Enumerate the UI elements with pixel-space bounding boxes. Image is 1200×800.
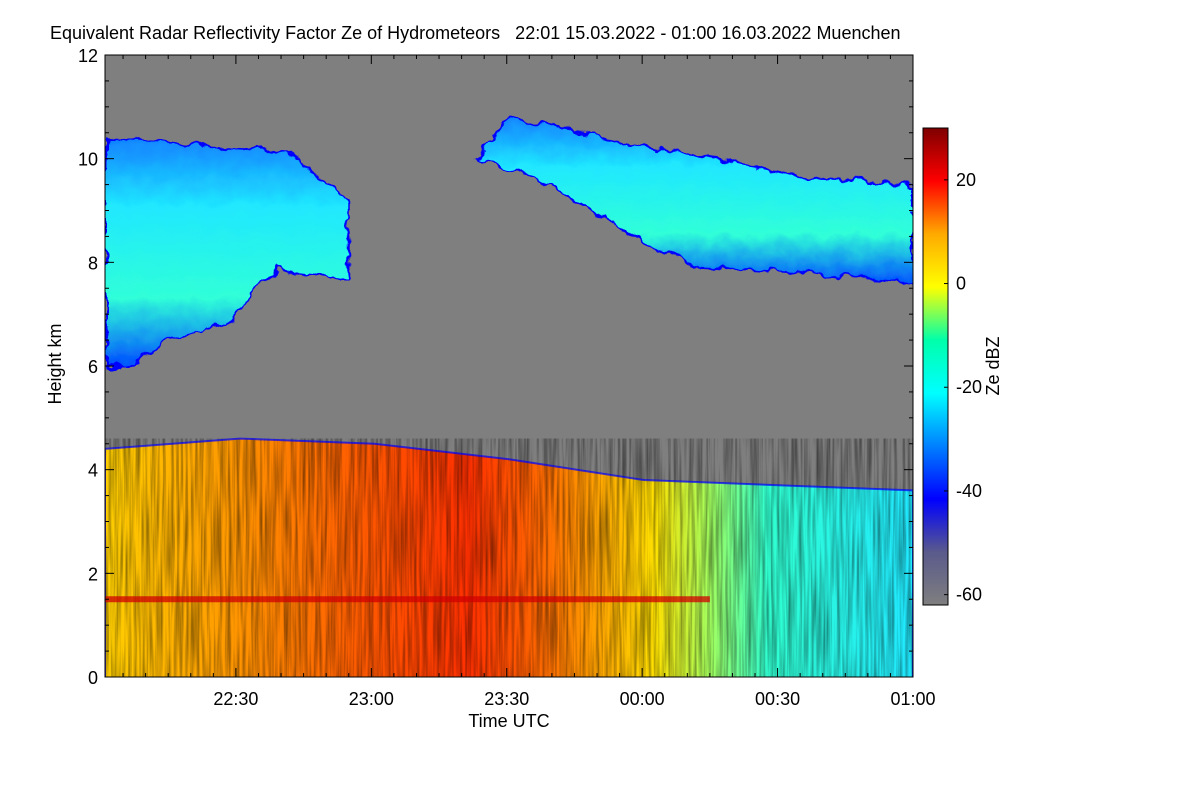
precipitation-streaks (105, 438, 913, 677)
y-tick-label: 0 (88, 668, 98, 688)
x-axis-label: Time UTC (468, 711, 549, 731)
ice-cloud-layer (105, 136, 350, 367)
y-axis: 0 2 4 6 8 10 12 (78, 46, 913, 688)
y-tick-label: 2 (88, 564, 98, 584)
colorbar-tick-label: 0 (956, 274, 966, 294)
y-tick-label: 12 (78, 46, 98, 66)
colorbar-tick-label: -60 (956, 585, 982, 605)
plot-area (105, 55, 913, 677)
colorbar-fill (922, 127, 949, 606)
colorbar-tick-label: 20 (956, 170, 976, 190)
precipitation-top-edge (105, 437, 913, 677)
chart-title: Equivalent Radar Reflectivity Factor Ze … (50, 23, 901, 43)
x-tick-label: 00:00 (620, 689, 665, 709)
x-tick-label: 23:30 (484, 689, 529, 709)
ice-cloud-layer (473, 116, 913, 285)
colorbar: 20 0 -20 -40 -60 (922, 127, 982, 606)
x-tick-label: 00:30 (755, 689, 800, 709)
x-axis: 22:30 23:00 23:30 00:00 00:30 01:00 (122, 55, 936, 709)
colorbar-tick-label: -40 (956, 481, 982, 501)
colorbar-tick-label: -20 (956, 377, 982, 397)
colorbar-label: Ze dBZ (983, 336, 1003, 395)
y-tick-label: 4 (88, 461, 98, 481)
y-tick-label: 10 (78, 150, 98, 170)
y-tick-label: 8 (88, 253, 98, 273)
y-axis-label: Height km (45, 323, 65, 404)
x-tick-label: 22:30 (213, 689, 258, 709)
x-tick-label: 23:00 (349, 689, 394, 709)
x-tick-label: 01:00 (890, 689, 935, 709)
melting-layer-band (105, 596, 710, 603)
y-tick-label: 6 (88, 357, 98, 377)
echo-layers (105, 116, 913, 677)
